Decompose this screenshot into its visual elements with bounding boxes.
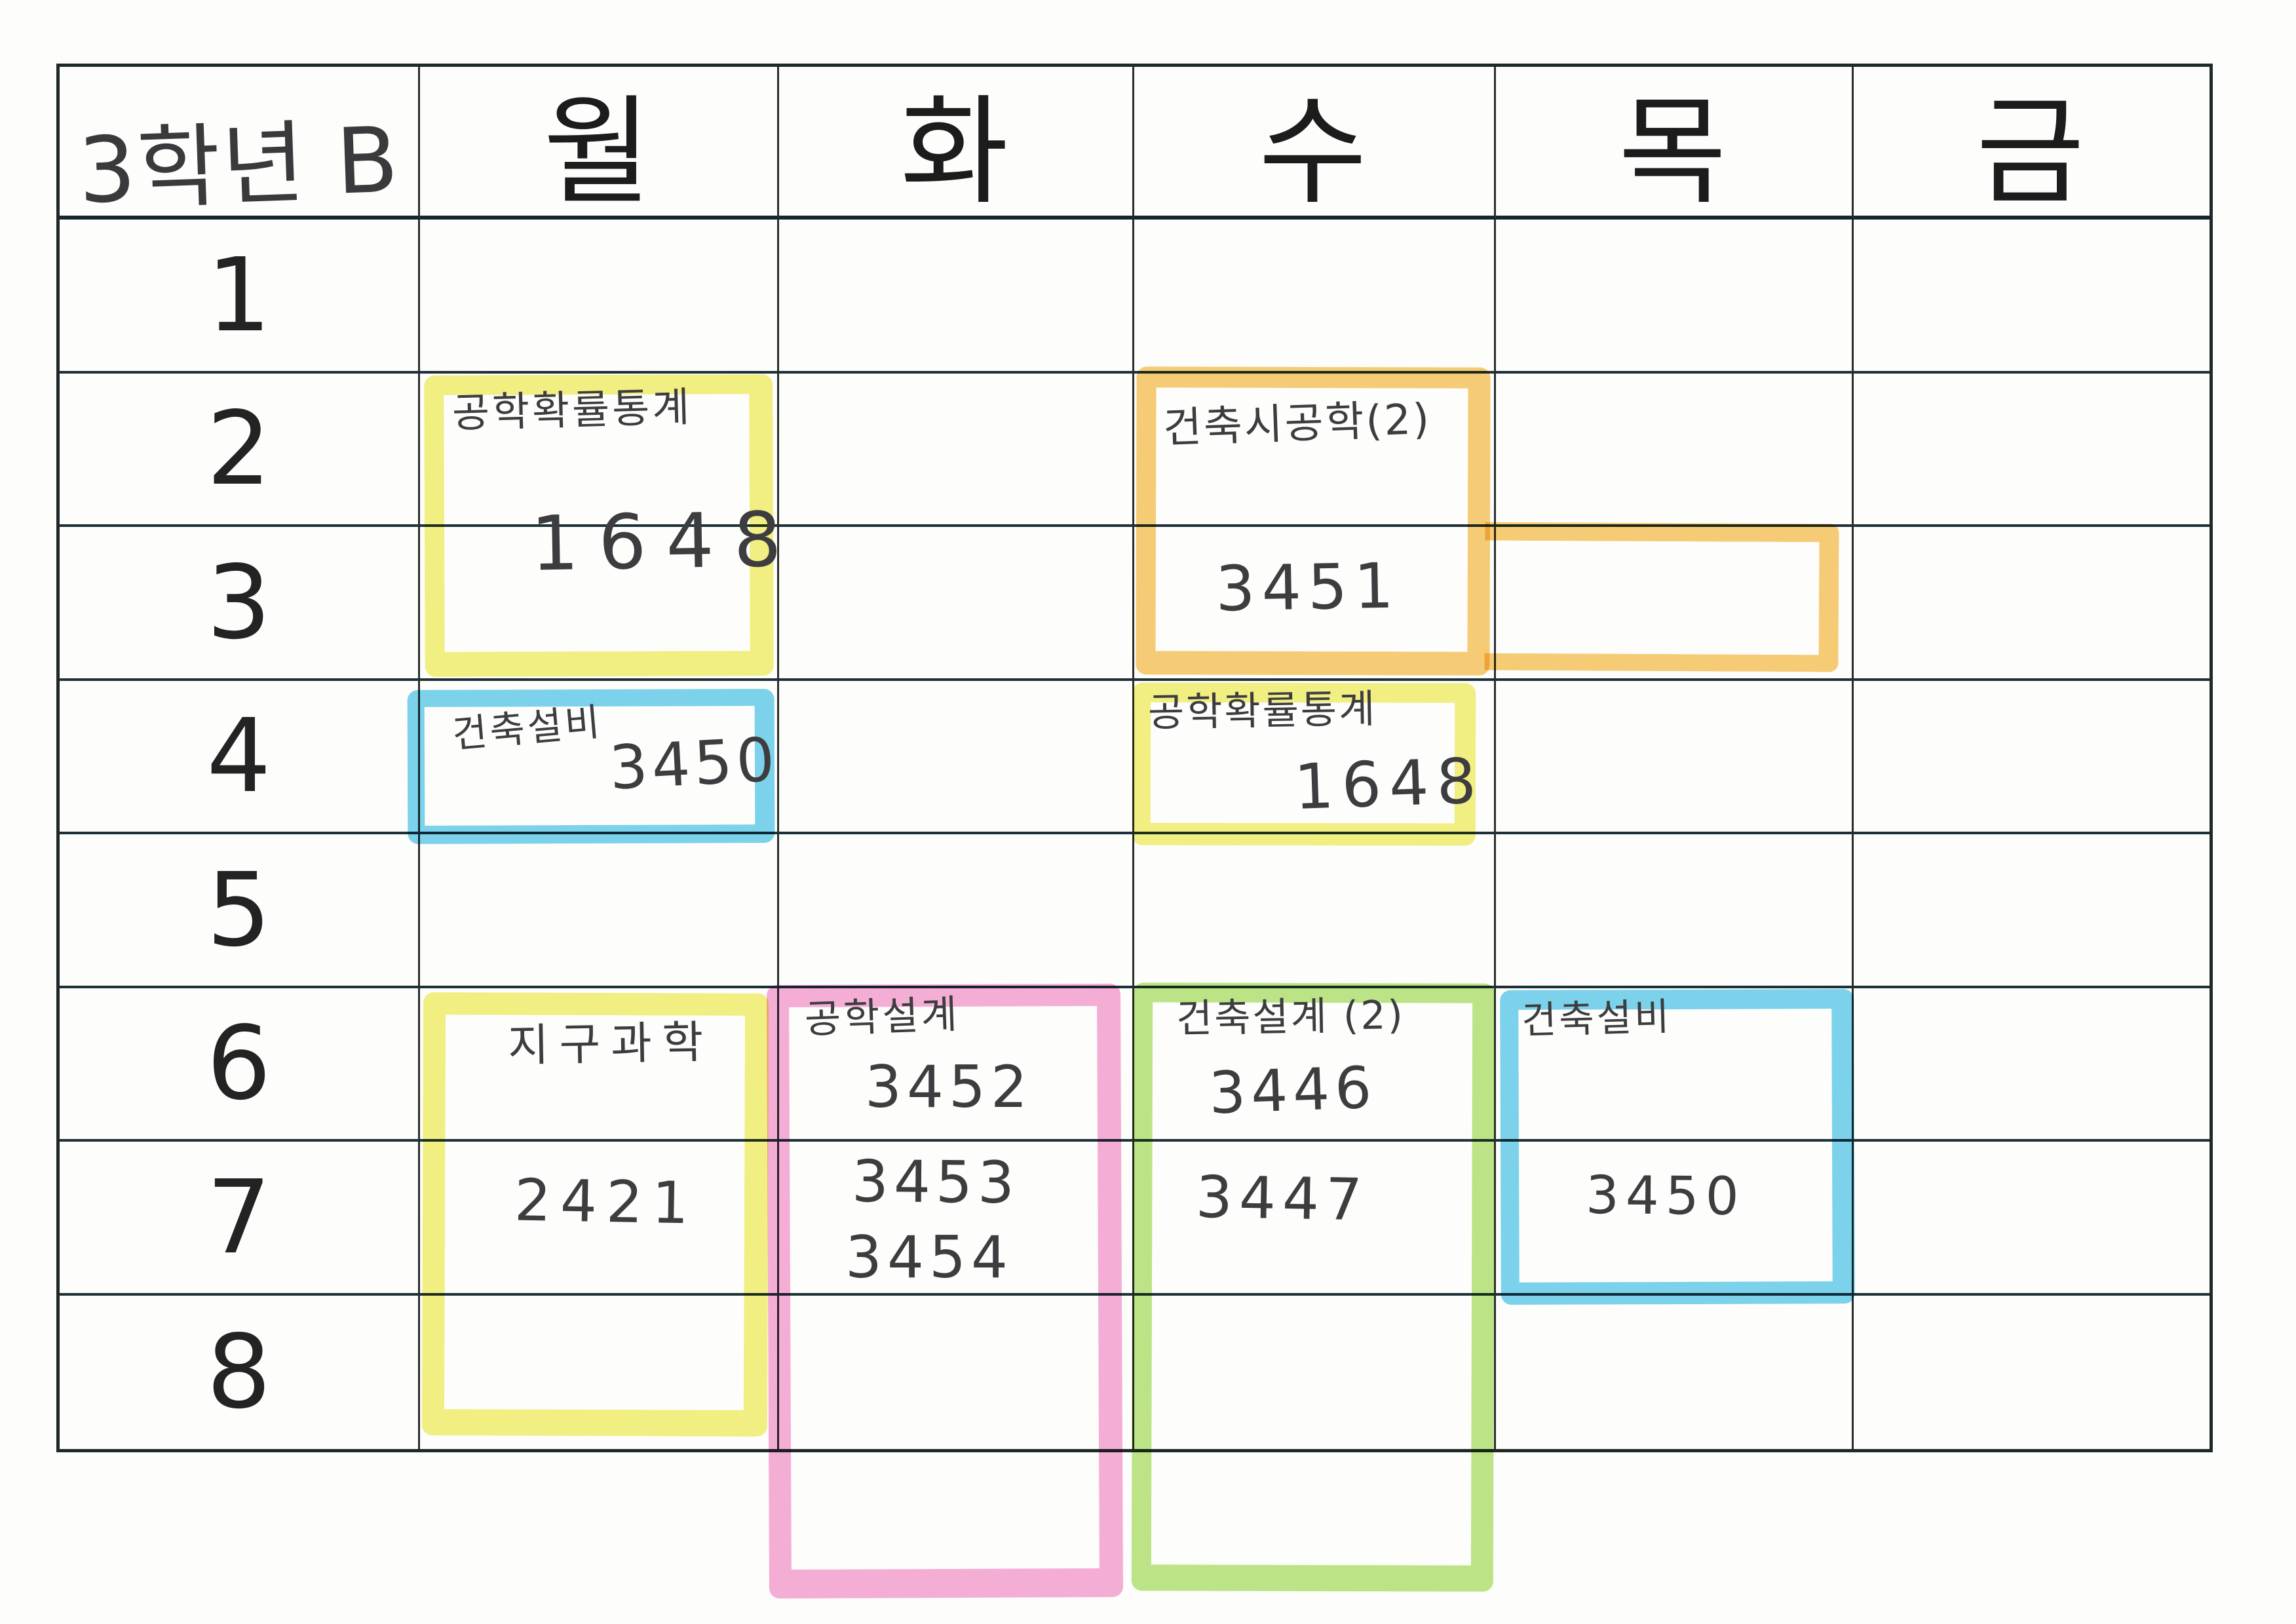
subject-mon-earth: 지구과학 bbox=[507, 1016, 714, 1072]
class-label-cell: 3학년 B bbox=[60, 67, 420, 223]
day-header-wed: 수 bbox=[1134, 67, 1496, 221]
period-cell-8: 8 bbox=[60, 1295, 420, 1449]
cell-fri-7 bbox=[1854, 1142, 2210, 1296]
code-wed-design-2: 3447 bbox=[1195, 1163, 1369, 1234]
code-mon-earth: 2421 bbox=[514, 1166, 698, 1237]
code-tue-design-2: 3453 bbox=[851, 1147, 1020, 1217]
cell-tue-8 bbox=[779, 1295, 1134, 1449]
cell-fri-2 bbox=[1854, 374, 2210, 527]
cell-tue-5 bbox=[779, 834, 1134, 988]
cell-tue-3 bbox=[779, 527, 1134, 681]
code-wed-prob: 1648 bbox=[1293, 744, 1485, 824]
cell-thu-6 bbox=[1496, 988, 1854, 1142]
period-label-4: 4 bbox=[206, 697, 271, 816]
code-wed-design-1: 3446 bbox=[1208, 1053, 1378, 1127]
cell-wed-2 bbox=[1134, 373, 1496, 527]
code-mon-prob: 1648 bbox=[529, 495, 802, 589]
subject-mon-prob: 공학확률통계 bbox=[451, 383, 693, 437]
subject-wed-prob: 공학확률통계 bbox=[1147, 686, 1377, 737]
period-label-3: 3 bbox=[206, 543, 271, 662]
day-header-mon: 월 bbox=[420, 67, 779, 221]
cell-thu-2 bbox=[1496, 373, 1854, 527]
period-label-6: 6 bbox=[206, 1004, 271, 1123]
cell-fri-5 bbox=[1854, 834, 2210, 988]
subject-wed-design: 건축설계 (2) bbox=[1176, 992, 1406, 1043]
cell-thu-3 bbox=[1496, 527, 1854, 681]
cell-mon-8 bbox=[420, 1295, 779, 1449]
timetable-grid: 3학년 B 월 화 수 목 금 1 2 3 4 5 bbox=[56, 64, 2213, 1452]
day-header-tue: 화 bbox=[779, 67, 1134, 221]
period-cell-2: 2 bbox=[60, 373, 420, 527]
cell-mon-5 bbox=[420, 834, 779, 988]
period-cell-7: 7 bbox=[60, 1142, 420, 1296]
cell-thu-7 bbox=[1496, 1142, 1854, 1296]
period-label-8: 8 bbox=[206, 1313, 271, 1432]
cell-wed-5 bbox=[1134, 834, 1496, 988]
code-tue-design-3: 3454 bbox=[845, 1224, 1013, 1291]
day-label-fri: 금 bbox=[1976, 84, 2088, 221]
day-label-wed: 수 bbox=[1258, 84, 1370, 221]
day-header-thu: 목 bbox=[1496, 67, 1854, 221]
cell-fri-8 bbox=[1854, 1296, 2210, 1450]
cell-wed-3 bbox=[1134, 527, 1496, 681]
cell-wed-8 bbox=[1134, 1295, 1496, 1449]
period-cell-6: 6 bbox=[60, 988, 420, 1142]
cell-wed-1 bbox=[1134, 220, 1496, 374]
cell-mon-1 bbox=[420, 220, 779, 374]
subject-tue-design: 공학설계 bbox=[803, 991, 961, 1043]
cell-thu-8 bbox=[1496, 1295, 1854, 1449]
cell-tue-1 bbox=[779, 220, 1134, 374]
code-wed-sigong: 3451 bbox=[1215, 550, 1401, 626]
cell-mon-7 bbox=[420, 1142, 779, 1296]
subject-thu-seolbi: 건축설비 bbox=[1521, 994, 1673, 1043]
day-label-tue: 화 bbox=[900, 84, 1012, 221]
day-header-fri: 금 bbox=[1854, 67, 2210, 221]
cell-fri-1 bbox=[1854, 220, 2210, 374]
cell-mon-4 bbox=[420, 680, 779, 834]
code-tue-design-1: 3452 bbox=[865, 1053, 1033, 1121]
cell-mon-6 bbox=[420, 988, 779, 1142]
period-label-7: 7 bbox=[206, 1157, 271, 1277]
period-cell-1: 1 bbox=[60, 220, 420, 374]
cell-thu-1 bbox=[1496, 220, 1854, 374]
period-label-5: 5 bbox=[206, 850, 271, 969]
period-cell-4: 4 bbox=[60, 680, 420, 834]
cell-tue-6 bbox=[779, 988, 1134, 1142]
cell-fri-3 bbox=[1854, 527, 2210, 681]
class-label: 3학년 B bbox=[76, 107, 402, 224]
highlight-box-wed-sigong-extension bbox=[1484, 522, 1839, 672]
cell-tue-4 bbox=[779, 680, 1134, 834]
cell-mon-2 bbox=[420, 373, 779, 527]
period-cell-3: 3 bbox=[60, 527, 420, 681]
cell-wed-6 bbox=[1134, 988, 1496, 1142]
code-thu-seolbi: 3450 bbox=[1585, 1164, 1746, 1228]
period-label-1: 1 bbox=[206, 235, 271, 355]
cell-mon-3 bbox=[420, 527, 779, 681]
subject-wed-sigong: 건축시공학(2) bbox=[1162, 395, 1432, 454]
cell-thu-4 bbox=[1496, 680, 1854, 834]
day-label-thu: 목 bbox=[1618, 84, 1730, 221]
day-label-mon: 월 bbox=[543, 84, 655, 221]
cell-thu-5 bbox=[1496, 834, 1854, 988]
cell-wed-4 bbox=[1134, 680, 1496, 834]
period-cell-5: 5 bbox=[60, 834, 420, 988]
cell-fri-4 bbox=[1854, 681, 2210, 834]
cell-fri-6 bbox=[1854, 988, 2210, 1142]
cell-tue-7 bbox=[779, 1142, 1134, 1296]
cell-tue-2 bbox=[779, 373, 1134, 527]
code-mon-seolbi: 3450 bbox=[607, 724, 780, 803]
period-label-2: 2 bbox=[206, 389, 271, 509]
cell-wed-7 bbox=[1134, 1142, 1496, 1296]
